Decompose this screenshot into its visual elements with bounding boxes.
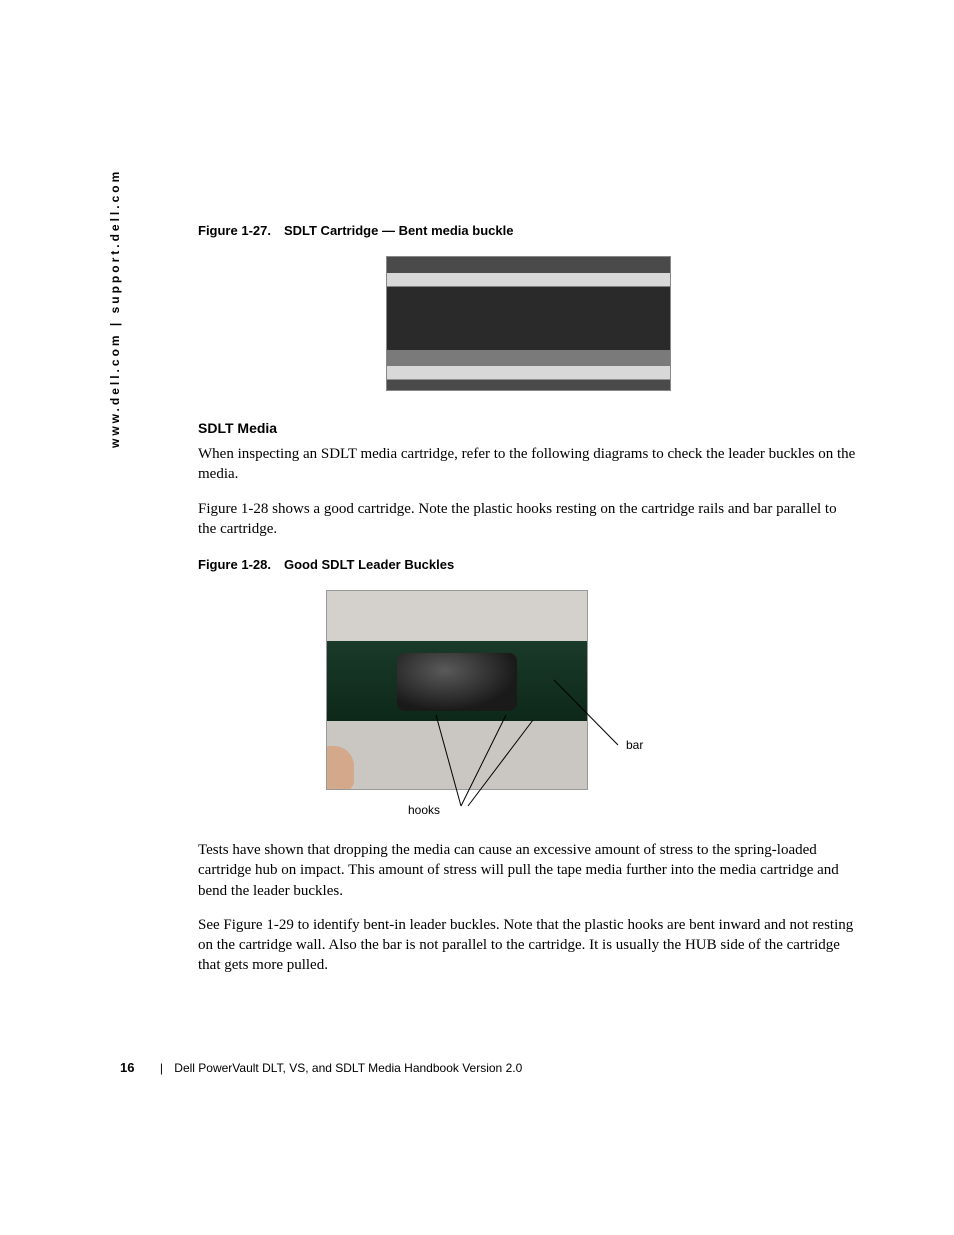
figure-1-28-caption: Figure 1-28. Good SDLT Leader Buckles [198,557,858,572]
figure-1-27-caption: Figure 1-27. SDLT Cartridge — Bent media… [198,223,858,238]
page-footer: 16 | Dell PowerVault DLT, VS, and SDLT M… [120,1060,522,1075]
figure-1-27-image-container [198,256,858,396]
paragraph-2: Figure 1-28 shows a good cartridge. Note… [198,499,858,540]
footer-divider: | [160,1061,163,1075]
sidebar-url: www.dell.com | support.dell.com [108,169,122,448]
callout-hooks-label: hooks [408,803,440,817]
paragraph-3: Tests have shown that dropping the media… [198,840,858,901]
figure-1-28-image [326,590,588,790]
paragraph-1: When inspecting an SDLT media cartridge,… [198,444,858,485]
image-region-top [327,591,587,641]
image-region-buckle [397,653,517,711]
sdlt-media-heading: SDLT Media [198,420,858,436]
figure-1-27-image [386,256,671,391]
image-region-bottom [327,721,587,789]
figure-1-28-image-container: bar hooks [198,590,858,820]
page-content: Figure 1-27. SDLT Cartridge — Bent media… [198,223,858,990]
page-number: 16 [120,1060,134,1075]
figure-1-28-block: Figure 1-28. Good SDLT Leader Buckles ba… [198,557,858,820]
callout-bar-label: bar [626,738,643,752]
paragraph-4: See Figure 1-29 to identify bent-in lead… [198,915,858,976]
footer-title: Dell PowerVault DLT, VS, and SDLT Media … [174,1061,522,1075]
